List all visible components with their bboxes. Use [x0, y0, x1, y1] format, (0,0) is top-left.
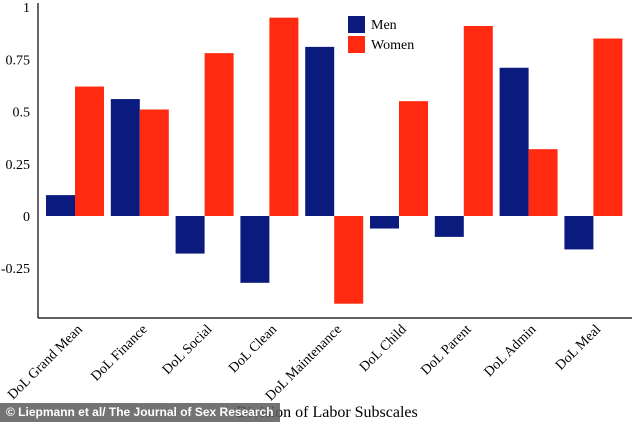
- y-axis: 1 0.75 0.5 0.25 0 -0.25: [1, 1, 39, 318]
- x-tick-label: DoL Grand Mean: [5, 322, 86, 403]
- y-tick-label: 0.25: [6, 158, 31, 173]
- bar-men: [434, 216, 464, 237]
- bar-women: [269, 17, 299, 216]
- bar-women: [463, 25, 493, 216]
- x-tick-label: DoL Meal: [553, 322, 604, 373]
- bar-men: [240, 216, 270, 283]
- x-tick-label: DoL Child: [357, 322, 410, 375]
- legend-swatch-men: [348, 16, 365, 33]
- y-tick-label: 0.75: [6, 53, 31, 68]
- bar-men: [370, 216, 399, 229]
- bar-men: [499, 67, 529, 216]
- y-tick-label: 0: [23, 210, 30, 225]
- bar-men: [46, 195, 75, 216]
- bar-women: [139, 109, 169, 216]
- x-tick-label: DoL Finance: [88, 322, 150, 384]
- source-credit: © Liepmann et al/ The Journal of Sex Res…: [0, 403, 280, 422]
- y-tick-label: 0.5: [13, 106, 31, 121]
- legend-label-women: Women: [371, 38, 414, 53]
- legend: Men Women: [348, 16, 414, 53]
- bars: [46, 17, 623, 304]
- y-tick-label: -0.25: [1, 262, 30, 277]
- legend-label-men: Men: [371, 18, 397, 33]
- bar-women: [528, 149, 558, 216]
- y-tick-label: 1: [23, 1, 30, 16]
- bar-men: [110, 99, 140, 216]
- legend-swatch-women: [348, 36, 365, 53]
- bar-men: [564, 216, 594, 250]
- bar-women: [399, 101, 428, 216]
- x-tick-label: DoL Admin: [482, 322, 540, 380]
- x-tick-label: DoL Clean: [226, 322, 280, 376]
- bar-women: [593, 38, 623, 216]
- bar-women: [334, 216, 364, 304]
- x-tick-label: DoL Social: [160, 322, 216, 378]
- bar-men: [305, 46, 335, 216]
- x-axis: DoL Grand Mean DoL Finance DoL Social DoL C…: [5, 317, 632, 404]
- x-tick-label: DoL Parent: [418, 322, 474, 378]
- bar-women: [75, 86, 104, 216]
- bar-men: [175, 216, 205, 254]
- bar-women: [204, 53, 234, 216]
- x-axis-title: Division of Labor Subscales: [236, 404, 418, 421]
